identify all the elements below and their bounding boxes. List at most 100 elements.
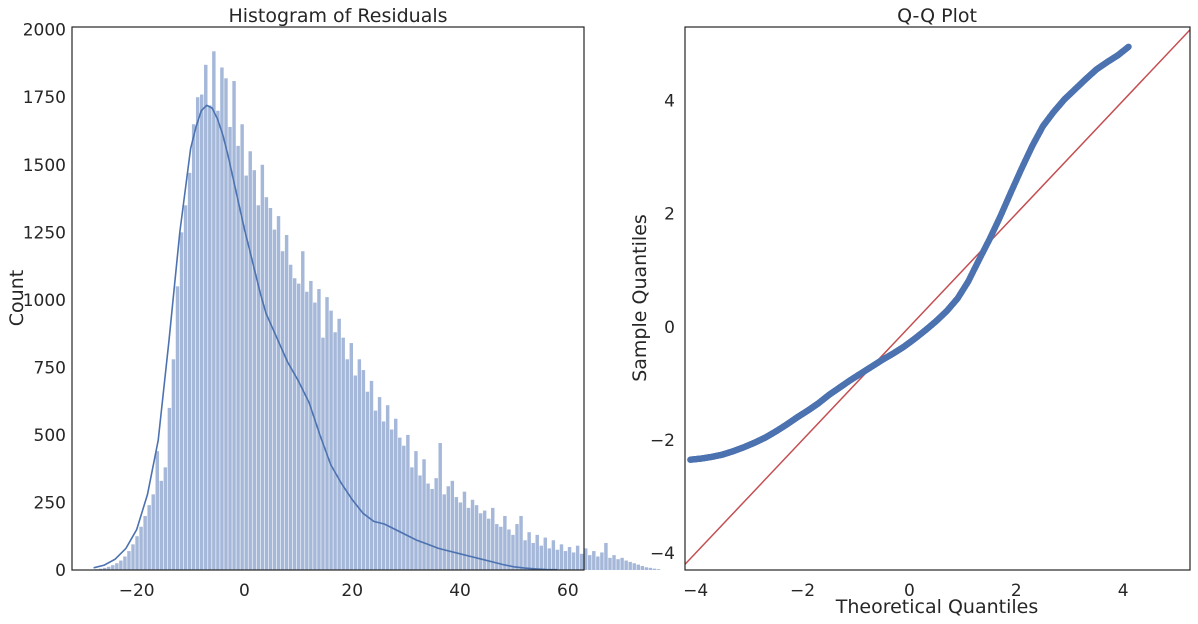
histogram-bar	[656, 569, 661, 570]
histogram-bar	[632, 563, 636, 570]
qq-panel: Q-Q Plot Theoretical Quantiles Sample Qu…	[629, 5, 1191, 618]
histogram-bar	[579, 553, 584, 570]
histogram-bar	[600, 552, 604, 570]
histogram-bar	[349, 343, 353, 570]
histogram-bar	[179, 232, 184, 571]
histogram-bar	[462, 491, 467, 570]
histogram-x-tick-label: 0	[239, 581, 250, 601]
histogram-bar	[515, 524, 519, 570]
histogram-bar	[608, 557, 612, 570]
histogram-bar	[571, 552, 576, 570]
histogram-bar	[398, 437, 402, 570]
histogram-bar	[519, 515, 523, 570]
histogram-x-tick-label: 20	[341, 581, 363, 601]
histogram-bar	[325, 297, 329, 570]
histogram-bar	[592, 551, 596, 570]
histogram-bar	[503, 515, 507, 570]
histogram-y-ticks: 0 250 500 750 1000 1250 1500 1750 2000	[23, 21, 66, 581]
qq-x-tick-label: −4	[683, 581, 708, 601]
histogram-bar	[102, 567, 107, 570]
histogram-bar	[151, 494, 155, 570]
histogram-bar	[369, 380, 374, 570]
qq-x-tick-label: 2	[1011, 581, 1022, 601]
histogram-bar	[224, 78, 228, 570]
histogram-panel: Histogram of Residuals Count −20 0 20 40 60 …	[6, 5, 661, 601]
histogram-bar	[567, 547, 572, 570]
histogram-bar	[446, 486, 451, 570]
histogram-bar	[191, 124, 196, 571]
histogram-title: Histogram of Residuals	[228, 5, 447, 27]
qq-xlabel: Theoretical Quantiles	[835, 596, 1038, 618]
histogram-bar	[276, 216, 281, 570]
histogram-bar	[183, 205, 188, 570]
histogram-bar	[539, 545, 543, 570]
histogram-bar	[559, 544, 564, 570]
histogram-y-tick-label: 1000	[23, 291, 66, 311]
histogram-bar	[127, 551, 131, 570]
histogram-bar	[313, 302, 317, 570]
histogram-y-tick-label: 500	[34, 426, 66, 446]
histogram-bar	[284, 235, 289, 570]
qq-frame	[684, 26, 1191, 571]
histogram-y-tick-label: 750	[34, 358, 66, 378]
qq-points	[687, 43, 1132, 463]
histogram-bar	[543, 537, 548, 570]
histogram-bar	[228, 126, 232, 570]
histogram-bar	[385, 405, 390, 570]
histogram-bar	[450, 480, 455, 570]
histogram-bar	[353, 375, 358, 570]
histogram-bar	[402, 445, 406, 570]
histogram-bar	[527, 532, 531, 570]
histogram-ylabel: Count	[6, 270, 28, 326]
histogram-bar	[248, 151, 252, 570]
histogram-bar	[159, 480, 164, 570]
histogram-bar	[499, 526, 503, 570]
histogram-bar	[555, 549, 560, 570]
histogram-bar	[486, 518, 491, 570]
histogram-y-tick-label: 1250	[23, 223, 66, 243]
histogram-bar	[155, 451, 159, 570]
histogram-bar	[280, 251, 285, 570]
histogram-y-tick-label: 1500	[23, 156, 66, 176]
histogram-bar	[119, 560, 123, 570]
histogram-bar	[410, 467, 414, 570]
histogram-bar	[167, 407, 172, 570]
qq-y-ticks: −4 −2 0 2 4	[650, 92, 675, 565]
histogram-bar	[365, 391, 370, 570]
histogram-bar	[507, 529, 511, 570]
histogram-bar	[604, 542, 608, 570]
histogram-y-tick-label: 0	[55, 561, 66, 581]
histogram-bar	[195, 97, 200, 571]
qq-ylabel: Sample Quantiles	[629, 214, 651, 382]
histogram-bar	[131, 544, 135, 570]
histogram-bar	[491, 507, 495, 570]
histogram-bar	[208, 105, 212, 570]
histogram-bar	[256, 205, 261, 570]
qq-x-tick-label: −2	[790, 581, 815, 601]
histogram-bar	[292, 278, 297, 570]
histogram-bar	[216, 110, 220, 570]
histogram-bar	[345, 359, 349, 570]
histogram-bar	[636, 564, 640, 570]
histogram-bar	[252, 170, 256, 570]
qq-y-tick-label: 0	[664, 318, 675, 338]
histogram-bar	[244, 175, 248, 570]
histogram-bar	[297, 283, 301, 570]
histogram-bar	[563, 551, 568, 570]
qq-reference-line	[685, 28, 1190, 566]
histogram-bar	[377, 397, 382, 570]
histogram-bar	[640, 565, 645, 570]
histogram-bar	[115, 563, 119, 570]
histogram-bar	[454, 497, 459, 570]
histogram-x-ticks: −20 0 20 40 60	[119, 581, 579, 601]
histogram-bar	[389, 429, 394, 570]
histogram-bar	[288, 264, 293, 570]
histogram-bar	[163, 467, 168, 570]
histogram-bar	[547, 548, 552, 570]
histogram-bar	[309, 280, 313, 570]
histogram-bar	[652, 568, 657, 570]
histogram-bar	[240, 124, 244, 571]
histogram-bars	[94, 51, 661, 571]
histogram-bar	[620, 557, 624, 570]
